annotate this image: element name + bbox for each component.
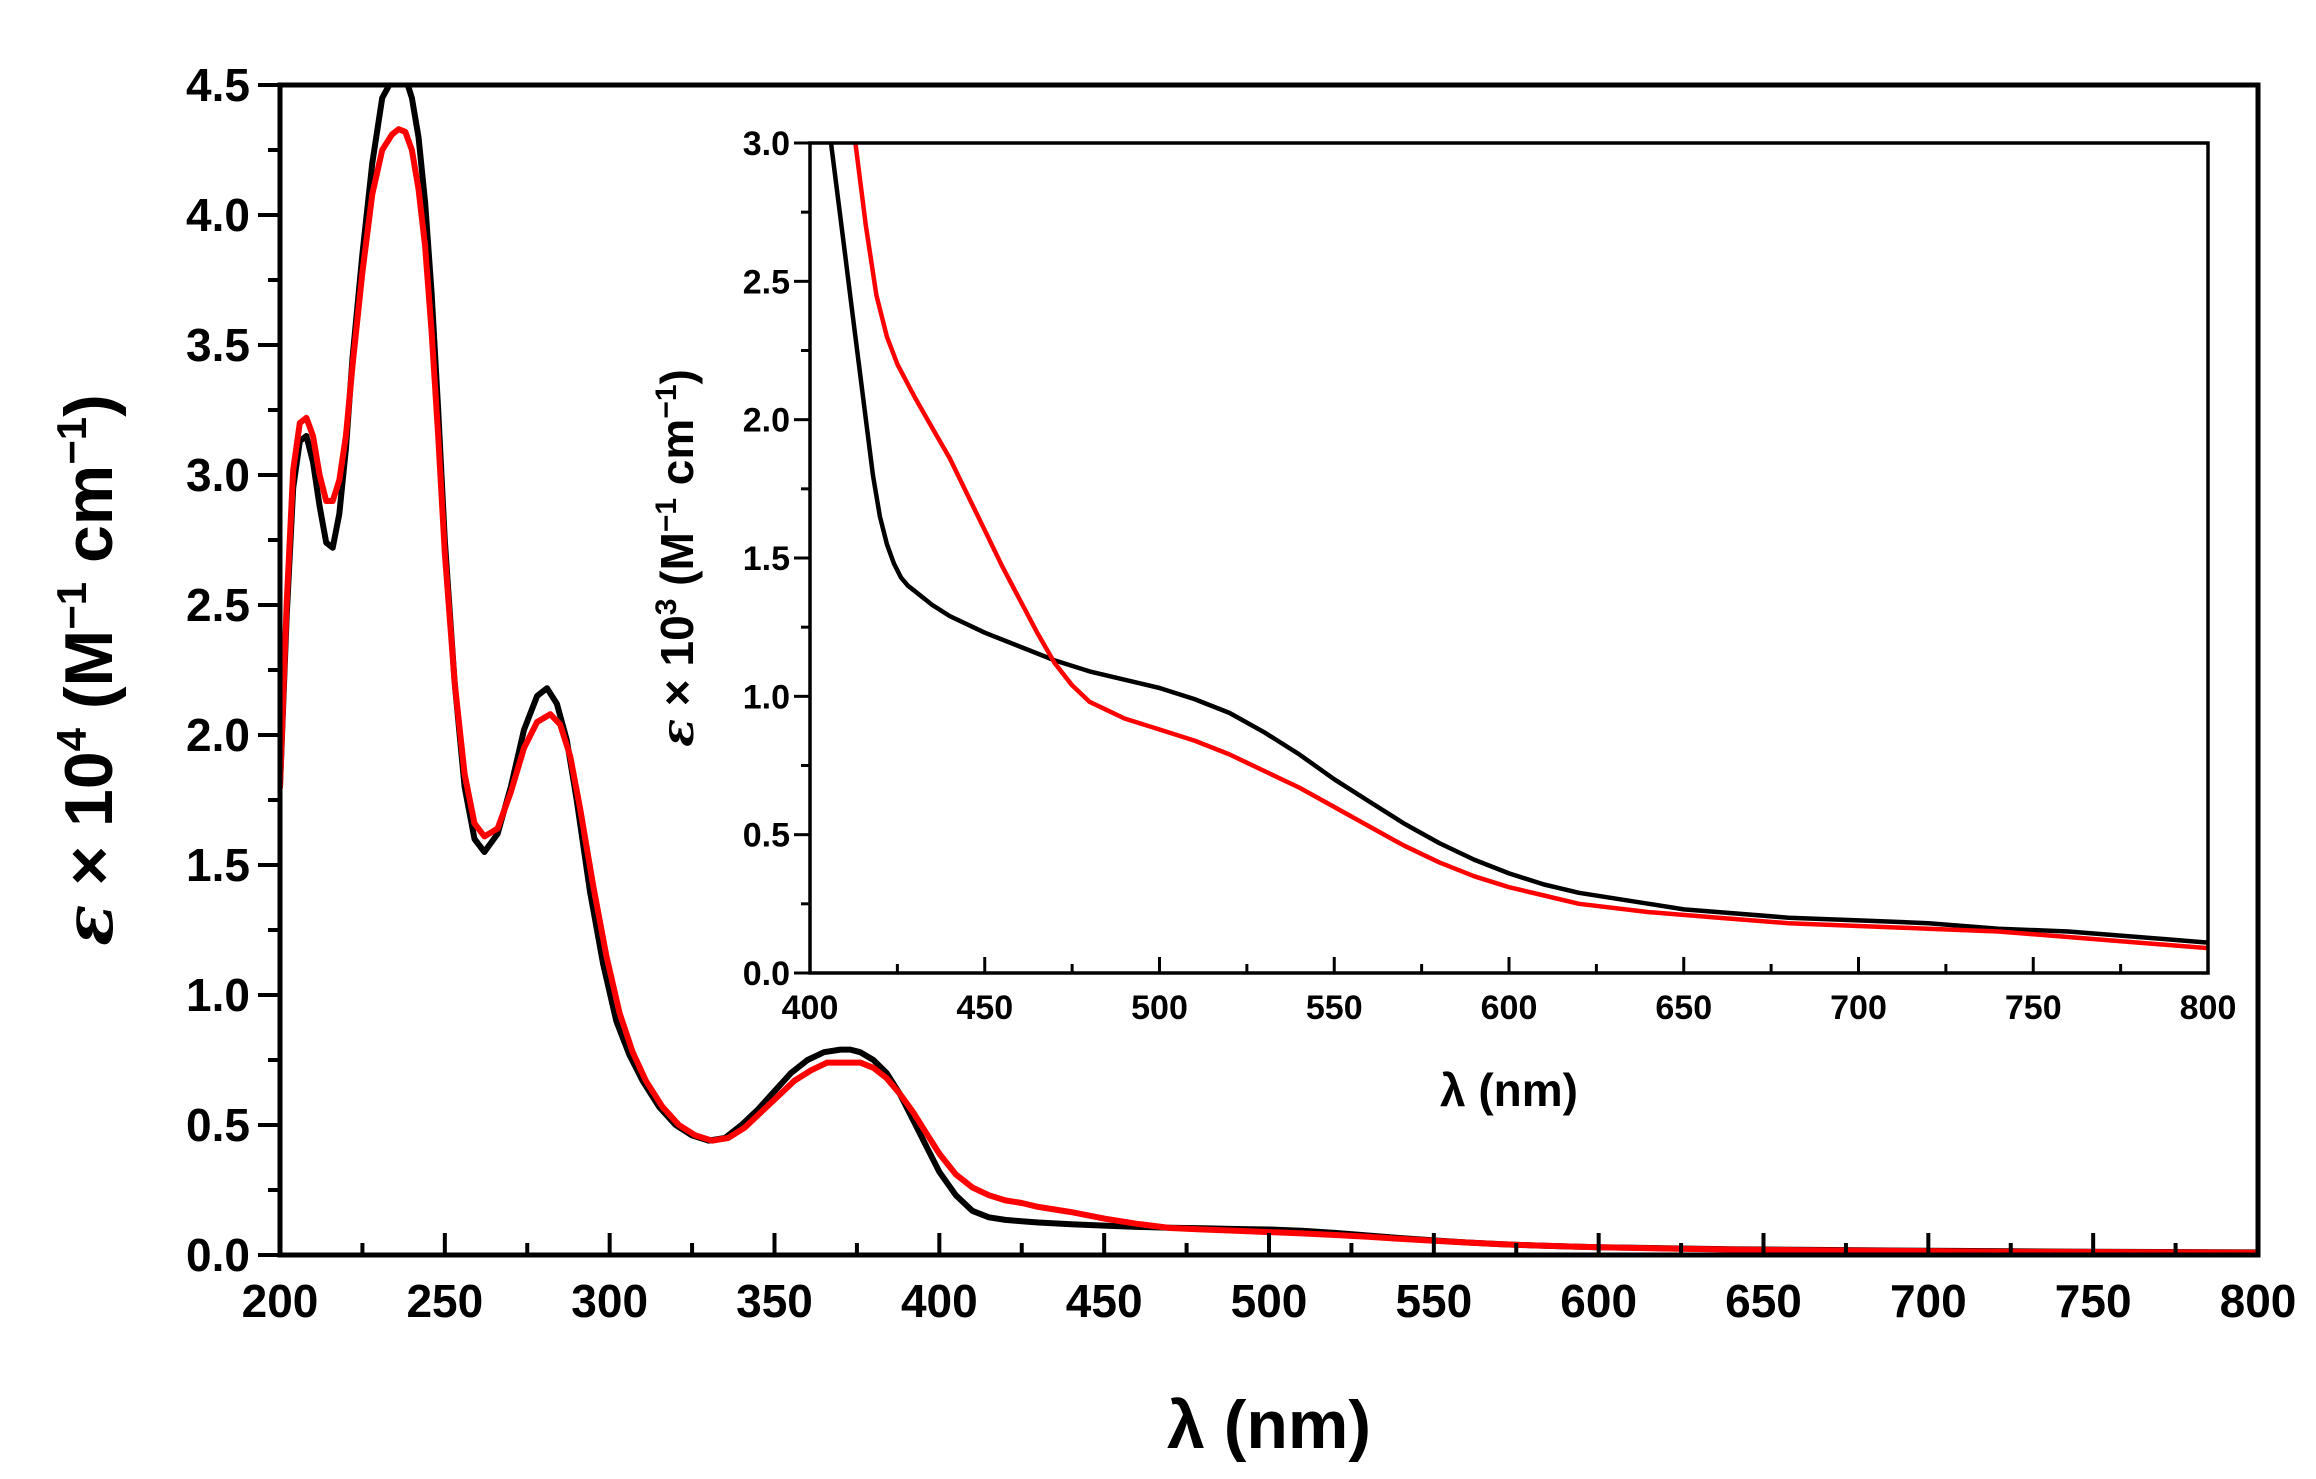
main-y-tick-label: 4.0: [186, 189, 250, 241]
inset-y-ticks: 0.0 0.5 1.0 1.5 2.0 2.5 3.0: [743, 125, 810, 993]
inset-y-axis-unit-mid: cm: [651, 419, 703, 498]
inset-y-tick-label: 0.0: [743, 955, 790, 993]
inset-x-tick-label: 750: [2005, 989, 2062, 1027]
main-y-axis-exp: 4: [48, 727, 95, 751]
inset-y-tick-label: 1.0: [743, 678, 790, 716]
inset-x-tick-label: 800: [2180, 989, 2237, 1027]
inset-y-axis-exp: 3: [650, 599, 683, 616]
main-x-tick-label: 350: [736, 1275, 813, 1327]
main-y-tick-label: 4.5: [186, 59, 250, 111]
inset-y-axis-symbol: ε: [650, 719, 704, 747]
inset-plot-area: [810, 143, 2208, 973]
inset-y-axis-unit-close: ): [651, 369, 703, 384]
inset-y-axis-unit-exp1: −1: [650, 498, 683, 532]
main-y-tick-label: 0.5: [186, 1099, 250, 1151]
main-x-tick-label: 750: [2055, 1275, 2132, 1327]
main-y-axis-title: ε × 104 (M−1 cm−1): [48, 394, 129, 946]
main-x-tick-label: 250: [406, 1275, 483, 1327]
main-x-tick-label: 600: [1560, 1275, 1637, 1327]
inset-y-tick-label: 1.5: [743, 540, 790, 578]
main-series-red: [280, 126, 2258, 1255]
main-y-axis-mult: × 10: [51, 751, 127, 904]
inset-x-tick-label: 700: [1830, 989, 1887, 1027]
main-y-tick-label: 0.0: [186, 1229, 250, 1281]
inset-y-axis-mult: × 10: [651, 615, 703, 719]
main-x-axis-title: λ (nm): [1167, 1387, 1371, 1463]
main-x-tick-label: 500: [1231, 1275, 1308, 1327]
inset-series-red: [853, 143, 2208, 951]
main-x-tick-label: 400: [901, 1275, 978, 1327]
inset-x-tick-label: 650: [1655, 989, 1712, 1027]
inset-y-tick-label: 0.5: [743, 817, 790, 855]
inset-series-black: [828, 143, 2208, 945]
inset-x-tick-label: 450: [956, 989, 1013, 1027]
main-y-axis-unit-exp2: −1: [48, 417, 95, 465]
main-x-tick-label: 200: [242, 1275, 319, 1327]
main-y-axis-unit-exp1: −1: [48, 582, 95, 630]
main-x-tick-label: 650: [1725, 1275, 1802, 1327]
main-y-ticks: 0.0 0.5 1.0 1.5 2.0 2.5 3.0 3.5 4.0 4.5: [186, 59, 280, 1281]
main-y-axis-symbol: ε: [49, 904, 129, 945]
main-y-tick-label: 1.5: [186, 839, 250, 891]
main-series-group: [280, 85, 2258, 1255]
inset-y-axis-unit-exp2: −1: [650, 384, 683, 418]
inset-y-axis-unit-open: (M: [651, 532, 703, 598]
inset-y-tick-label: 3.0: [743, 125, 790, 163]
main-y-axis-unit-mid: cm: [51, 465, 127, 582]
main-x-tick-label: 800: [2220, 1275, 2297, 1327]
inset-x-axis-title: λ (nm): [1440, 1064, 1578, 1116]
inset-x-tick-label: 500: [1131, 989, 1188, 1027]
main-x-tick-label: 550: [1395, 1275, 1472, 1327]
inset-y-axis-title: ε × 103 (M−1 cm−1): [650, 369, 704, 747]
inset-x-tick-label: 600: [1481, 989, 1538, 1027]
inset-x-ticks: 400 450 500 550 600 650 700 750 800: [782, 957, 2237, 1027]
main-y-tick-label: 1.0: [186, 969, 250, 1021]
inset-plot: 400 450 500 550 600 650 700 750 800 0.0 0.5 1.0 1.5…: [650, 125, 2236, 1116]
main-y-axis-unit-open: (M: [51, 630, 127, 728]
main-x-ticks: 200 250 300 350 400 450 500 550 600 650 700 750 800: [242, 1233, 2297, 1327]
inset-y-tick-label: 2.5: [743, 263, 790, 301]
main-y-tick-label: 3.5: [186, 319, 250, 371]
main-x-tick-label: 700: [1890, 1275, 1967, 1327]
inset-x-tick-label: 550: [1306, 989, 1363, 1027]
main-y-tick-label: 3.0: [186, 449, 250, 501]
inset-x-tick-label: 400: [782, 989, 839, 1027]
inset-y-tick-label: 2.0: [743, 402, 790, 440]
main-x-tick-label: 450: [1066, 1275, 1143, 1327]
main-y-tick-label: 2.0: [186, 709, 250, 761]
main-y-axis-unit-close: ): [51, 394, 127, 417]
main-y-tick-label: 2.5: [186, 579, 250, 631]
inset-series-group: [828, 143, 2208, 951]
main-x-tick-label: 300: [571, 1275, 648, 1327]
